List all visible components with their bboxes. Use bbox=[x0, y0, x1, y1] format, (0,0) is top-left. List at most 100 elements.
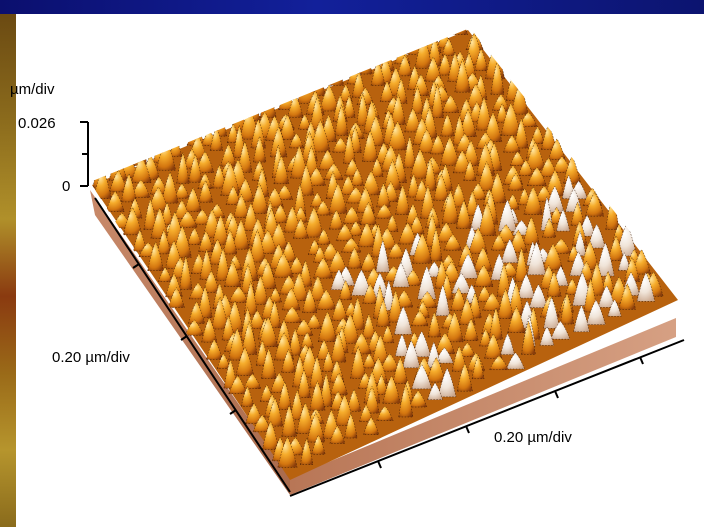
surface-peak bbox=[273, 155, 290, 185]
surface-peak bbox=[361, 129, 379, 162]
surface-peak bbox=[387, 120, 408, 151]
surface-peak bbox=[225, 185, 241, 205]
surface-peak bbox=[385, 214, 399, 232]
surface-peak bbox=[473, 246, 493, 272]
surface-peak bbox=[376, 298, 391, 327]
surface-peak bbox=[252, 275, 269, 305]
surface-peak bbox=[350, 296, 366, 330]
surface-peak bbox=[158, 266, 173, 283]
surface-peak bbox=[535, 185, 554, 202]
surface-peak bbox=[302, 287, 318, 314]
surface-peak bbox=[310, 119, 331, 153]
surface-peak bbox=[390, 94, 406, 125]
surface-peak bbox=[268, 299, 282, 328]
surface-peak bbox=[294, 318, 314, 336]
surface-peak bbox=[250, 183, 269, 214]
surface-peak bbox=[397, 54, 413, 77]
surface-peak bbox=[259, 87, 277, 119]
surface-peak bbox=[309, 95, 325, 130]
surface-peak bbox=[497, 199, 517, 232]
surface-peak bbox=[458, 297, 476, 325]
surface-peak bbox=[455, 199, 472, 229]
surface-peak bbox=[272, 203, 289, 223]
surface-peak bbox=[202, 270, 220, 293]
surface-peak bbox=[503, 134, 521, 153]
surface-peak bbox=[585, 191, 605, 217]
surface-peak bbox=[636, 272, 656, 302]
surface-peak bbox=[330, 268, 348, 290]
surface-peak bbox=[315, 200, 332, 216]
x-tick bbox=[639, 356, 644, 365]
surface-peak bbox=[289, 389, 305, 420]
surface-peak bbox=[508, 281, 524, 316]
surface-peak bbox=[463, 317, 479, 341]
surface-peak bbox=[277, 380, 292, 410]
surface-peak bbox=[463, 159, 477, 181]
surface-peak bbox=[496, 262, 512, 297]
surface-peak bbox=[426, 356, 446, 383]
surface-peak bbox=[300, 331, 314, 349]
surface-peak bbox=[489, 355, 509, 371]
x-axis-label: 0.20 µm/div bbox=[494, 429, 572, 446]
surface-peak bbox=[184, 319, 204, 336]
surface-peak bbox=[266, 397, 284, 427]
title-bar bbox=[0, 0, 704, 14]
surface-peak bbox=[398, 222, 418, 245]
surface-peak bbox=[408, 215, 425, 235]
surface-peak bbox=[398, 382, 414, 418]
surface-peak bbox=[249, 228, 266, 263]
surface-peak bbox=[316, 228, 332, 245]
surface-peak bbox=[228, 375, 247, 394]
surface-peak bbox=[573, 230, 587, 257]
surface-peak bbox=[607, 298, 622, 317]
surface-peak bbox=[570, 201, 585, 226]
surface-peak bbox=[548, 138, 566, 160]
surface-peak bbox=[412, 232, 433, 264]
surface-peak bbox=[404, 107, 422, 133]
surface-peak bbox=[497, 287, 514, 319]
surface-peak bbox=[243, 280, 258, 316]
z-tick-label-max: 0.026 bbox=[18, 115, 56, 132]
surface-peak bbox=[188, 300, 205, 324]
surface-peak bbox=[342, 206, 362, 224]
surface-peak bbox=[350, 345, 367, 379]
surface-peak bbox=[220, 162, 241, 196]
surface-peak bbox=[233, 193, 250, 218]
surface-peak bbox=[362, 313, 376, 339]
surface-peak bbox=[177, 210, 198, 228]
surface-peak bbox=[338, 279, 353, 301]
surface-peak bbox=[411, 363, 433, 390]
surface-peak bbox=[450, 182, 467, 208]
surface-peak bbox=[216, 353, 231, 369]
surface-peak bbox=[281, 287, 301, 311]
surface-peak bbox=[459, 342, 476, 357]
surface-peak bbox=[479, 328, 492, 347]
surface-peak bbox=[523, 185, 543, 215]
surface-peak bbox=[220, 143, 237, 167]
surface-peak bbox=[358, 404, 374, 422]
surface-peak bbox=[316, 289, 337, 310]
surface-peak bbox=[454, 58, 471, 93]
surface-peak bbox=[375, 373, 389, 395]
surface-peak bbox=[304, 145, 319, 176]
surface-peak bbox=[340, 237, 362, 253]
surface-peak bbox=[431, 83, 444, 119]
surface-peak bbox=[272, 252, 294, 278]
surface-peak bbox=[237, 140, 253, 173]
surface-peak bbox=[490, 233, 508, 251]
surface-peak bbox=[409, 390, 428, 408]
x-axis: 0.20 µm/div bbox=[289, 339, 685, 497]
surface-peak bbox=[526, 166, 547, 187]
surface-peak bbox=[424, 56, 442, 82]
surface-peak bbox=[269, 125, 288, 158]
surface-peak bbox=[441, 189, 460, 224]
surface-peak bbox=[358, 47, 373, 75]
surface-peak bbox=[500, 333, 515, 355]
surface-peak bbox=[328, 182, 348, 214]
surface-peak bbox=[362, 283, 378, 304]
surface-peak bbox=[198, 179, 214, 203]
surface-peak bbox=[288, 132, 305, 149]
surface-peak bbox=[412, 330, 432, 358]
